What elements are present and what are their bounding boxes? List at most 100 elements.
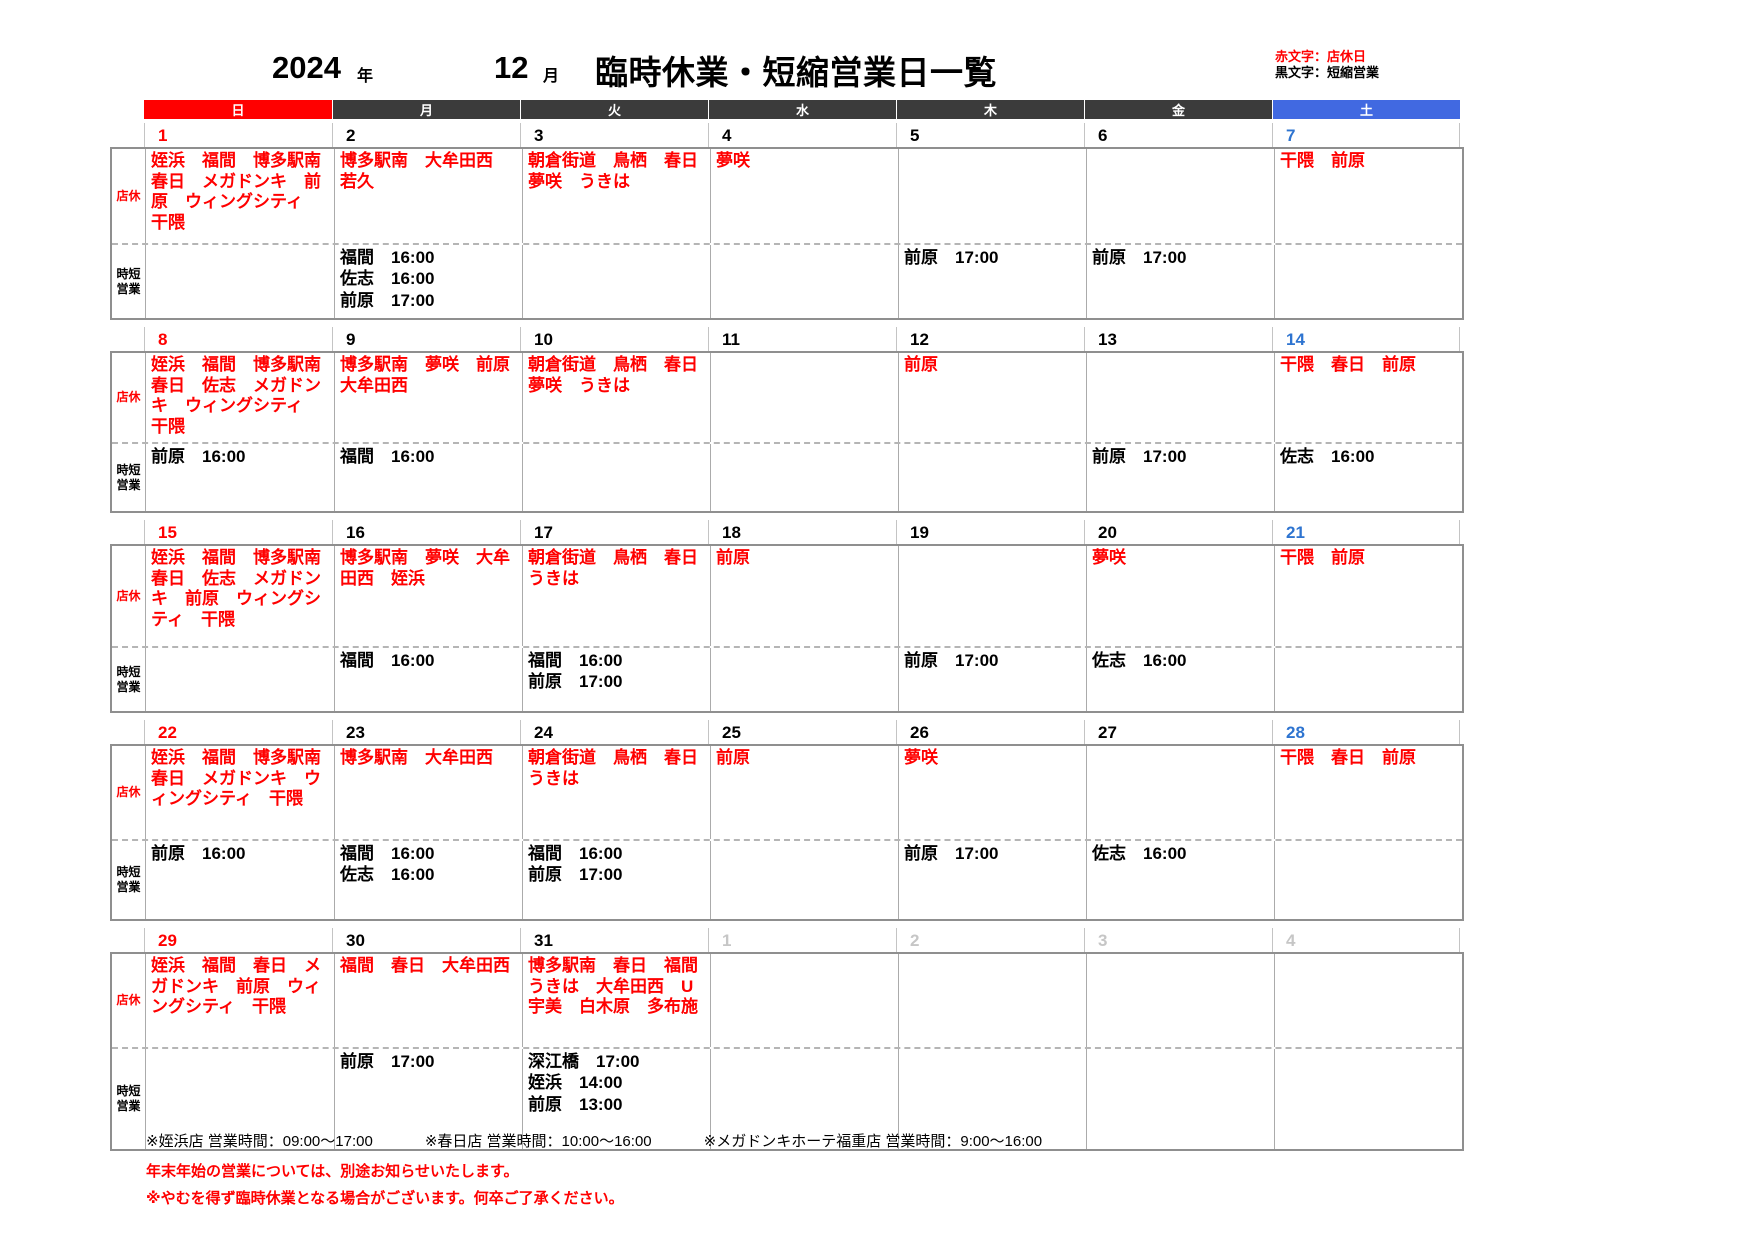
short-hours-entry: 前原 16:00 bbox=[151, 447, 246, 466]
short-hours-entry: 福間 16:00 bbox=[340, 844, 435, 863]
closed-row-label: 店休 bbox=[112, 954, 146, 1047]
day-10-short-cell bbox=[522, 444, 710, 511]
short-row-label: 時短営業 bbox=[112, 841, 146, 919]
store-hours-segment-1: ※春日店 営業時間：10:00～16:00 bbox=[424, 1133, 652, 1150]
day-25-closed-cell: 前原 bbox=[710, 746, 898, 839]
day-25-short-cell bbox=[710, 841, 898, 919]
week-box: 店休 姪浜 福間 春日 メガドンキ 前原 ウィングシティ 干隈 福間 春日 大牟田西… bbox=[110, 952, 1464, 1151]
day-18-short-cell bbox=[710, 648, 898, 711]
day-6-closed-cell bbox=[1086, 149, 1274, 243]
day-20-closed-cell: 夢咲 bbox=[1086, 546, 1274, 646]
store-hours-segment-2: ※メガドンキホーテ福重店 営業時間：9:00～16:00 bbox=[703, 1133, 1043, 1150]
day-8-closed-cell: 姪浜 福間 博多駅南 春日 佐志 メガドンキ ウィングシティ 干隈 bbox=[151, 355, 334, 437]
short-hours-entry: 佐志 16:00 bbox=[1280, 447, 1375, 466]
short-row: 時短営業 福間 16:00 福間 16:00 前原 17:00 前原 17:00 佐志 1… bbox=[112, 648, 1462, 711]
short-hours-entry: 前原 17:00 bbox=[1092, 447, 1187, 466]
date-number-2: 2 bbox=[332, 123, 520, 147]
short-hours-entry: 佐志 16:00 bbox=[340, 865, 435, 885]
date-number-11: 11 bbox=[708, 327, 896, 351]
day-8-short-cell: 前原 16:00 bbox=[146, 444, 334, 511]
calendar-grid: 日月火水木金土 1 2 3 4 5 6 7 店休 姪浜 福間 博多駅南 春日 メガドンキ 前原 … bbox=[110, 100, 1470, 1151]
short-hours-entry: 福間 16:00 bbox=[340, 651, 435, 670]
closed-row-label: 店休 bbox=[112, 546, 146, 646]
short-row-label: 時短営業 bbox=[112, 444, 146, 511]
week-box: 店休 姪浜 福間 博多駅南 春日 佐志 メガドンキ ウィングシティ 干隈 博多駅南 … bbox=[110, 351, 1464, 513]
page-title: 臨時休業・短縮営業日一覧 bbox=[595, 54, 997, 91]
day-21-short-cell bbox=[1274, 648, 1462, 711]
day-2-closed-cell: 博多駅南 大牟田西 若久 bbox=[334, 149, 522, 243]
next-month-date-2: 2 bbox=[896, 928, 1084, 952]
title-year-suffix: 年 bbox=[357, 68, 374, 85]
day-16-short-cell: 福間 16:00 bbox=[334, 648, 522, 711]
short-hours-entry: 前原 17:00 bbox=[340, 1052, 435, 1071]
legend-red-text: 赤文字：店休日 bbox=[1275, 49, 1367, 64]
closed-row-label: 店休 bbox=[112, 149, 146, 243]
short-hours-entry: 福間 16:00 bbox=[340, 447, 435, 466]
week-box: 店休 姪浜 福間 博多駅南 春日 佐志 メガドンキ 前原 ウィングシティ 干隈 博多… bbox=[110, 544, 1464, 713]
short-hours-entry: 前原 16:00 bbox=[151, 844, 246, 863]
short-hours-entry: 前原 17:00 bbox=[528, 672, 623, 692]
date-number-6: 6 bbox=[1084, 123, 1272, 147]
short-hours-entry: 深江橋 17:00 bbox=[528, 1052, 640, 1071]
day-13-closed-cell bbox=[1086, 353, 1274, 442]
day-30-closed-cell: 福間 春日 大牟田西 bbox=[334, 954, 522, 1047]
closed-row: 店休 姪浜 福間 博多駅南 春日 メガドンキ ウィングシティ 干隈 博多駅南 大牟田… bbox=[112, 746, 1462, 841]
day-7-short-cell bbox=[1274, 245, 1462, 318]
day-3-short-cell bbox=[522, 245, 710, 318]
day-16-closed-cell: 博多駅南 夢咲 大牟田西 姪浜 bbox=[334, 546, 522, 646]
day-29-closed-cell: 姪浜 福間 春日 メガドンキ 前原 ウィングシティ 干隈 bbox=[151, 956, 321, 1017]
date-number-27: 27 bbox=[1084, 720, 1272, 744]
weekday-header-6: 土 bbox=[1272, 100, 1460, 119]
weekday-header-5: 金 bbox=[1084, 100, 1272, 119]
date-number-3: 3 bbox=[520, 123, 708, 147]
day-5-closed-cell bbox=[898, 149, 1086, 243]
date-number-23: 23 bbox=[332, 720, 520, 744]
weekday-header-1: 月 bbox=[332, 100, 520, 119]
store-hours-note: ※姪浜店 営業時間：09:00～17:00 ※春日店 営業時間：10:00～16:… bbox=[146, 1130, 1094, 1151]
next-month-date-3: 3 bbox=[1084, 928, 1272, 952]
date-number-7: 7 bbox=[1272, 123, 1460, 147]
store-hours-segment-0: ※姪浜店 営業時間：09:00～17:00 bbox=[146, 1133, 373, 1150]
next-month-date-4: 4 bbox=[1272, 928, 1460, 952]
day-13-short-cell: 前原 17:00 bbox=[1086, 444, 1274, 511]
weekday-header-2: 火 bbox=[520, 100, 708, 119]
short-row-label: 時短営業 bbox=[112, 648, 146, 711]
day-18-closed-cell: 前原 bbox=[710, 546, 898, 646]
day-4-short-cell bbox=[1274, 1049, 1462, 1149]
weekday-header-3: 水 bbox=[708, 100, 896, 119]
date-number-10: 10 bbox=[520, 327, 708, 351]
day-1-closed-cell bbox=[710, 954, 898, 1047]
closed-row: 店休 姪浜 福間 博多駅南 春日 メガドンキ 前原 ウィングシティ 干隈 博多駅南 … bbox=[112, 149, 1462, 245]
week-box: 店休 姪浜 福間 博多駅南 春日 メガドンキ 前原 ウィングシティ 干隈 博多駅南 … bbox=[110, 147, 1464, 320]
day-19-closed-cell bbox=[898, 546, 1086, 646]
date-number-19: 19 bbox=[896, 520, 1084, 544]
date-number-29: 29 bbox=[144, 928, 332, 952]
next-month-date-1: 1 bbox=[708, 928, 896, 952]
day-11-short-cell bbox=[710, 444, 898, 511]
short-hours-entry: 前原 17:00 bbox=[1092, 248, 1187, 267]
day-1-closed-cell: 姪浜 福間 博多駅南 春日 メガドンキ 前原 ウィングシティ 干隈 bbox=[151, 151, 334, 233]
day-26-short-cell: 前原 17:00 bbox=[898, 841, 1086, 919]
day-10-closed-cell: 朝倉街道 鳥栖 春日 夢咲 うきは bbox=[522, 353, 710, 442]
day-3-closed-cell bbox=[1086, 954, 1274, 1047]
day-1-short-cell bbox=[146, 245, 334, 318]
date-number-16: 16 bbox=[332, 520, 520, 544]
day-24-closed-cell: 朝倉街道 鳥栖 春日 うきは bbox=[522, 746, 710, 839]
day-31-short-cell: 深江橋 17:00 姪浜 14:00 前原 13:00 bbox=[522, 1049, 710, 1149]
day-2-short-cell bbox=[898, 1049, 1086, 1149]
date-number-12: 12 bbox=[896, 327, 1084, 351]
date-number-9: 9 bbox=[332, 327, 520, 351]
day-21-closed-cell: 干隈 前原 bbox=[1274, 546, 1462, 646]
day-7-closed-cell: 干隈 前原 bbox=[1274, 149, 1462, 243]
day-4-closed-cell bbox=[1274, 954, 1462, 1047]
day-22-short-cell: 前原 16:00 bbox=[146, 841, 334, 919]
closed-row: 店休 姪浜 福間 春日 メガドンキ 前原 ウィングシティ 干隈 福間 春日 大牟田西… bbox=[112, 954, 1462, 1049]
short-hours-entry: 福間 16:00 bbox=[528, 651, 623, 670]
day-31-closed-cell: 博多駅南 春日 福間 うきは 大牟田西 U宇美 白木原 多布施 bbox=[522, 954, 710, 1047]
day-2-closed-cell bbox=[898, 954, 1086, 1047]
short-row: 時短営業 前原 17:00 深江橋 17:00 姪浜 14:00 前原 13:00 bbox=[112, 1049, 1462, 1149]
short-hours-entry: 前原 17:00 bbox=[904, 651, 999, 670]
day-6-short-cell: 前原 17:00 bbox=[1086, 245, 1274, 318]
date-number-26: 26 bbox=[896, 720, 1084, 744]
